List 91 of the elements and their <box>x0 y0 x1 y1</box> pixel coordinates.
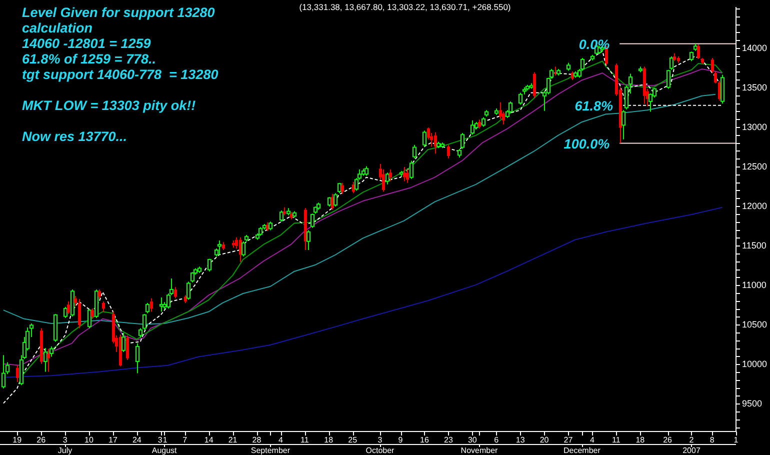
x-tick-label: 11 <box>300 436 310 444</box>
y-tick-label: 10500 <box>742 320 768 330</box>
x-tick-label: 3 <box>378 436 383 444</box>
candlestick <box>677 56 680 64</box>
x-tick-label: 7 <box>182 436 188 444</box>
candlestick <box>643 66 646 104</box>
x2-tick-label: 2007 <box>682 446 701 455</box>
x-tick-label: 24 <box>132 436 142 444</box>
x-tick-label: 4 <box>278 436 284 444</box>
candlestick <box>697 44 700 60</box>
x2-tick-label: November <box>460 446 498 455</box>
candlestick <box>714 70 717 84</box>
x-tick-label: 30 <box>468 436 478 444</box>
y-tick-label: 11000 <box>742 280 766 290</box>
x2-tick-label: September <box>250 446 290 455</box>
candlestick <box>447 144 450 159</box>
candlestick <box>218 240 222 256</box>
annotation: MKT LOW = 13303 pity ok!! <box>22 98 196 113</box>
x-tick-label: 3 <box>62 436 68 444</box>
y-tick-label: 13500 <box>742 82 768 92</box>
candlestick <box>174 286 177 299</box>
y-tick-label: 11500 <box>742 240 766 251</box>
y-tick-label: 12500 <box>742 162 768 172</box>
x-tick-label: 1 <box>162 436 168 444</box>
annotation: Now res 13770... <box>22 129 128 144</box>
candlestick <box>16 364 19 382</box>
y-tick-label: 14000 <box>742 42 768 53</box>
chart-title: (13,331.38, 13,667.80, 13,303.22, 13,630.71, +268.550) <box>299 2 511 12</box>
candlestick <box>136 342 140 374</box>
x2-tick-label: August <box>152 446 178 455</box>
candlestick <box>222 242 225 251</box>
candlestick <box>74 295 77 307</box>
x-tick-label: 11 <box>612 436 621 444</box>
candlestick <box>78 298 81 329</box>
candlestick <box>434 132 437 154</box>
x2-tick-label: July <box>58 446 72 455</box>
x-tick-label: 21 <box>228 436 238 444</box>
x-tick-label: 23 <box>444 436 454 444</box>
x-tick-label: 14 <box>204 436 214 444</box>
candlestick <box>403 166 406 182</box>
x-tick-label: 18 <box>636 436 646 444</box>
candlestick <box>119 334 122 367</box>
candlestick <box>389 168 392 182</box>
annotation: 100.0% <box>564 136 610 152</box>
x-tick-label: 3 <box>158 436 163 444</box>
x-tick-label: 25 <box>348 436 358 444</box>
candlestick <box>98 289 101 300</box>
candlestick <box>150 298 153 312</box>
x-tick-label: 9 <box>398 436 404 444</box>
annotation: 0.0% <box>578 36 610 52</box>
x-tick-label: 17 <box>108 436 118 444</box>
candlestick <box>47 348 50 372</box>
x2-tick-label: October <box>366 446 395 455</box>
candlestick <box>44 348 48 372</box>
candlestick <box>304 208 307 251</box>
x-tick-label: 4 <box>590 436 595 444</box>
x-tick-label: 26 <box>36 436 46 444</box>
x-tick-label: 16 <box>420 436 430 444</box>
candlestick <box>533 72 536 98</box>
x-tick-label: 20 <box>540 436 550 444</box>
candlestick <box>184 294 187 304</box>
x2-tick-label: December <box>564 446 601 455</box>
candlestick <box>711 57 714 74</box>
x-tick-label: 1 <box>734 436 739 444</box>
candlestick <box>232 240 235 248</box>
x-tick-label: 13 <box>516 436 526 444</box>
candlestick <box>406 168 409 184</box>
x-tick-label: 19 <box>12 436 22 444</box>
candlestick <box>91 308 94 320</box>
x-tick-label: 6 <box>494 436 500 444</box>
candlestick <box>673 52 676 62</box>
x-tick-label: 26 <box>663 436 673 444</box>
x-tick-label: 2 <box>689 436 694 444</box>
x-tick-label: 18 <box>324 436 334 444</box>
x-tick-label: 27 <box>564 436 574 444</box>
candlestick <box>341 182 344 194</box>
x-tick-label: 28 <box>252 436 262 444</box>
y-tick-label: 13000 <box>742 122 768 132</box>
y-tick-label: 9500 <box>742 398 762 409</box>
candlestick <box>40 328 43 364</box>
annotation: Level Given for support 13280 calculation 14060 -12801 = 1259 61.8% of 1259 = 778.. tgt support 14060-778 = 13280 <box>22 5 219 82</box>
candlestick <box>306 230 310 251</box>
x-tick-label: 8 <box>710 436 715 444</box>
candlestick <box>102 300 105 312</box>
candlestick <box>622 110 626 140</box>
y-tick-label: 12000 <box>742 201 768 212</box>
candlestick <box>67 300 70 315</box>
y-tick-label: 10000 <box>742 359 768 370</box>
x-tick-label: 10 <box>84 436 94 444</box>
annotation: 61.8% <box>574 98 614 114</box>
candlestick <box>478 119 481 129</box>
